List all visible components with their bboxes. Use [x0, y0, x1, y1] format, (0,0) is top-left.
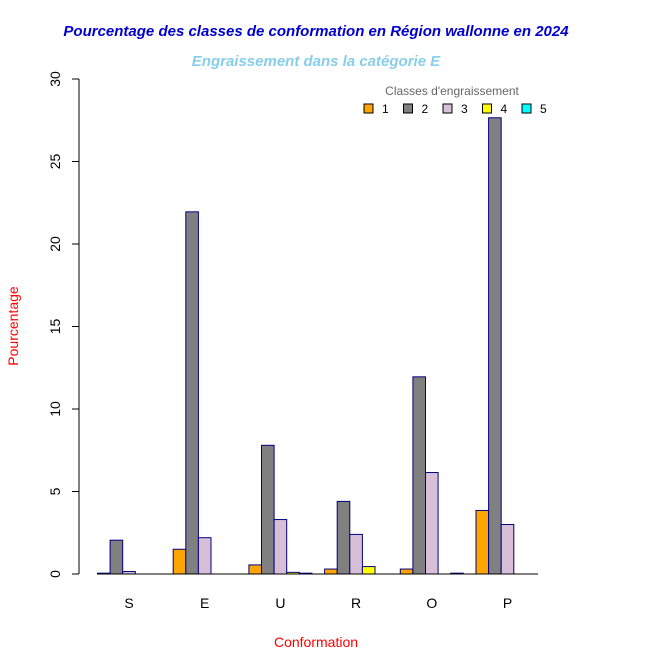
- x-tick-label: O: [426, 595, 437, 611]
- legend-label: 1: [382, 102, 389, 116]
- bars-group: [97, 117, 515, 575]
- chart-subtitle: Engraissement dans la catégorie E: [192, 53, 441, 70]
- x-tick-label: E: [200, 595, 209, 611]
- x-axis-title: Conformation: [274, 634, 358, 650]
- legend-label: 4: [501, 102, 508, 116]
- x-tick-label: P: [503, 595, 512, 611]
- bar: [273, 519, 288, 575]
- legend-title: Classes d'engraissement: [385, 84, 519, 98]
- bar: [172, 548, 187, 575]
- bar: [109, 539, 124, 575]
- legend-swatch: [442, 103, 453, 114]
- legend: Classes d'engraissement 1 2 3 4 5: [363, 84, 547, 116]
- bar: [349, 533, 363, 575]
- y-tick-label: 25: [47, 154, 63, 170]
- legend-swatch: [521, 103, 532, 114]
- bar: [248, 564, 262, 575]
- y-axis-title: Pourcentage: [5, 286, 21, 366]
- x-tick-label: U: [275, 595, 285, 611]
- bar: [425, 472, 439, 575]
- x-tick-label: R: [351, 595, 361, 611]
- x-tick-label: S: [124, 595, 133, 611]
- y-tick-label: 5: [47, 487, 63, 495]
- y-tick-label: 0: [47, 570, 63, 578]
- legend-swatch: [403, 103, 413, 114]
- bar: [261, 444, 275, 575]
- bar: [500, 524, 515, 575]
- legend-label: 5: [540, 102, 547, 116]
- bar: [197, 537, 212, 575]
- bar: [399, 568, 414, 575]
- bar: [412, 376, 426, 575]
- bar: [336, 500, 351, 575]
- legend-label: 2: [422, 102, 429, 116]
- bar: [185, 211, 199, 575]
- bar: [475, 509, 490, 575]
- legend-label: 3: [461, 102, 468, 116]
- chart-title: Pourcentage des classes de conformation …: [63, 23, 569, 40]
- y-tick-label: 10: [47, 401, 63, 417]
- bar: [488, 117, 502, 575]
- y-axis-ticks: 0 5 10 15 20 25 30: [47, 71, 79, 578]
- bar: [361, 566, 376, 575]
- y-tick-label: 15: [47, 319, 63, 335]
- y-tick-label: 20: [47, 236, 63, 252]
- legend-swatch: [363, 103, 374, 114]
- bar: [324, 568, 338, 575]
- y-tick-label: 30: [47, 71, 63, 87]
- legend-swatch: [482, 103, 492, 114]
